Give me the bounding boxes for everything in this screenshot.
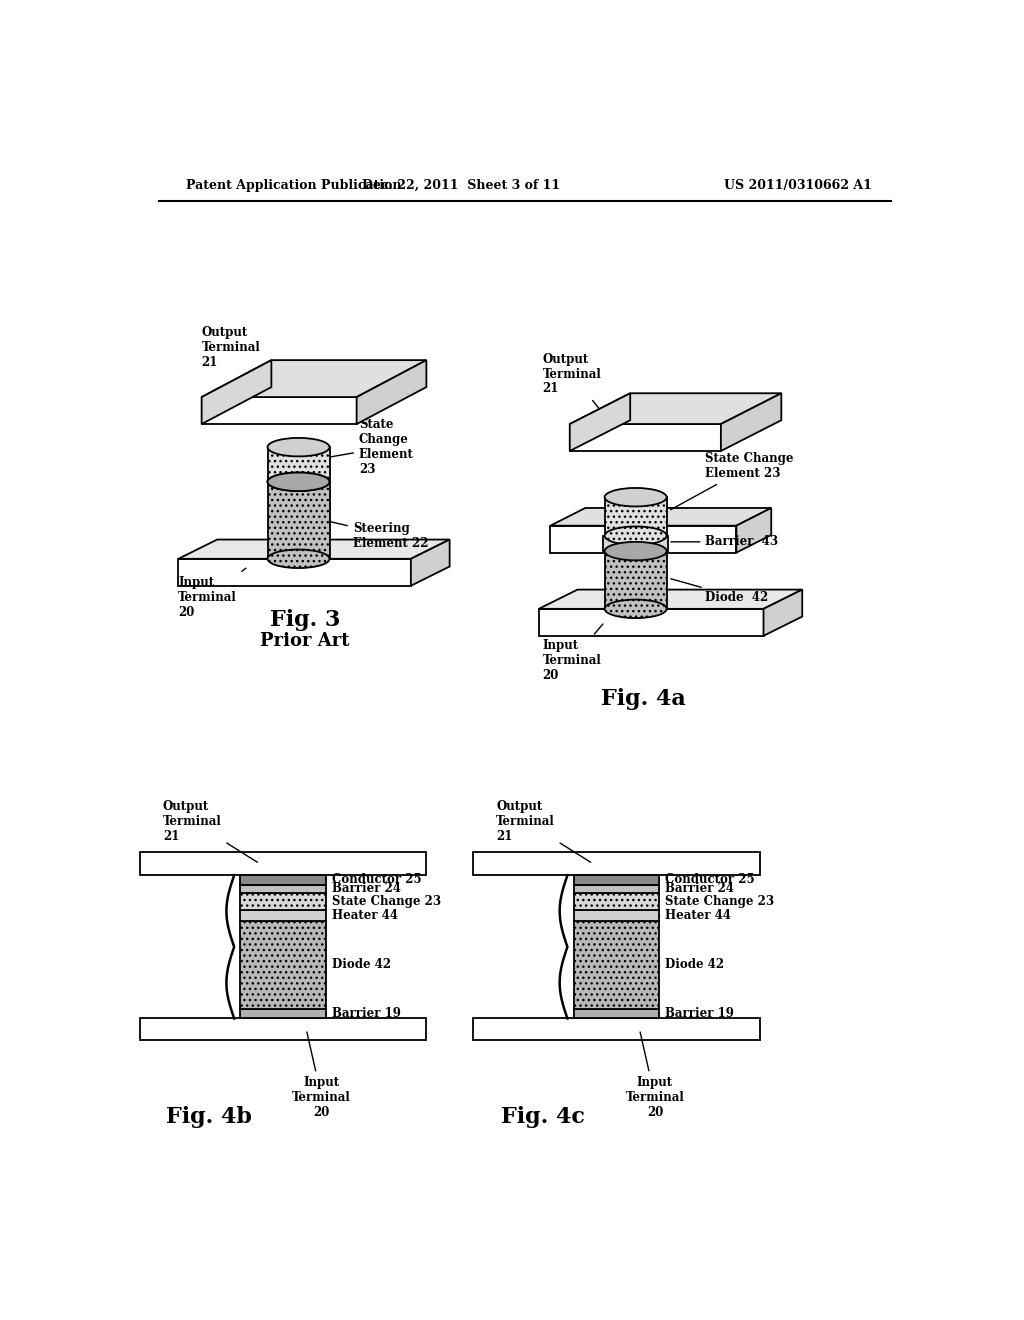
Text: Patent Application Publication: Patent Application Publication [186, 178, 401, 191]
Ellipse shape [267, 473, 330, 491]
Polygon shape [139, 1019, 426, 1040]
Polygon shape [569, 393, 630, 451]
Polygon shape [736, 508, 771, 553]
Text: Barrier  43: Barrier 43 [671, 536, 778, 548]
Text: Fig. 4b: Fig. 4b [167, 1106, 252, 1129]
Text: Output
Terminal
21: Output Terminal 21 [202, 326, 269, 405]
Text: Conductor 25: Conductor 25 [326, 874, 422, 887]
Polygon shape [573, 1010, 658, 1019]
Polygon shape [721, 393, 781, 451]
Text: US 2011/0310662 A1: US 2011/0310662 A1 [724, 178, 872, 191]
Polygon shape [539, 609, 764, 636]
Text: Fig. 4a: Fig. 4a [601, 688, 686, 710]
Polygon shape [539, 590, 802, 609]
Polygon shape [241, 884, 326, 892]
Polygon shape [202, 360, 271, 424]
Polygon shape [411, 540, 450, 586]
Polygon shape [603, 536, 669, 552]
Polygon shape [178, 540, 450, 558]
Text: Fig. 4c: Fig. 4c [501, 1106, 585, 1129]
Polygon shape [178, 558, 411, 586]
Polygon shape [139, 853, 426, 875]
Text: Heater 44: Heater 44 [658, 908, 731, 921]
Ellipse shape [604, 599, 667, 618]
Text: Prior Art: Prior Art [260, 632, 349, 651]
Polygon shape [764, 590, 802, 636]
Polygon shape [569, 393, 781, 424]
Polygon shape [473, 1019, 760, 1040]
Text: Output
Terminal
21: Output Terminal 21 [163, 800, 257, 862]
Polygon shape [241, 921, 326, 1010]
Text: Barrier 24: Barrier 24 [658, 882, 734, 895]
Text: Steering
Element 22: Steering Element 22 [321, 519, 428, 549]
Polygon shape [202, 360, 426, 397]
Polygon shape [573, 921, 658, 1010]
Polygon shape [573, 909, 658, 921]
Text: Input
Terminal
20: Input Terminal 20 [178, 568, 246, 619]
Ellipse shape [604, 488, 667, 507]
Polygon shape [569, 424, 721, 451]
Text: Barrier 19: Barrier 19 [658, 1007, 734, 1020]
Text: Conductor 25: Conductor 25 [658, 874, 755, 887]
Polygon shape [202, 397, 356, 424]
Polygon shape [241, 875, 326, 884]
Polygon shape [241, 1010, 326, 1019]
Polygon shape [241, 909, 326, 921]
Polygon shape [267, 447, 330, 482]
Text: Input
Terminal
20: Input Terminal 20 [293, 1032, 351, 1119]
Text: Barrier 19: Barrier 19 [326, 1007, 400, 1020]
Text: Input
Terminal
20: Input Terminal 20 [543, 624, 603, 682]
Polygon shape [356, 360, 426, 424]
Text: Output
Terminal
21: Output Terminal 21 [496, 800, 591, 862]
Polygon shape [604, 552, 667, 609]
Text: Barrier 24: Barrier 24 [326, 882, 400, 895]
Ellipse shape [267, 549, 330, 568]
Text: State
Change
Element
23: State Change Element 23 [323, 418, 414, 477]
Text: Diode 42: Diode 42 [658, 958, 724, 972]
Text: Heater 44: Heater 44 [326, 908, 398, 921]
Text: Input
Terminal
20: Input Terminal 20 [626, 1032, 684, 1119]
Polygon shape [573, 884, 658, 892]
Ellipse shape [267, 438, 330, 457]
Polygon shape [550, 508, 771, 525]
Text: State Change
Element 23: State Change Element 23 [671, 453, 794, 510]
Polygon shape [473, 853, 760, 875]
Polygon shape [267, 482, 330, 558]
Text: Diode  42: Diode 42 [671, 578, 769, 603]
Polygon shape [241, 892, 326, 909]
Text: Fig. 3: Fig. 3 [269, 610, 340, 631]
Polygon shape [550, 525, 736, 553]
Text: Dec. 22, 2011  Sheet 3 of 11: Dec. 22, 2011 Sheet 3 of 11 [362, 178, 560, 191]
Text: State Change 23: State Change 23 [326, 895, 441, 908]
Text: Output
Terminal
21: Output Terminal 21 [543, 352, 618, 433]
Polygon shape [573, 892, 658, 909]
Ellipse shape [604, 527, 667, 545]
Polygon shape [573, 875, 658, 884]
Ellipse shape [267, 473, 330, 491]
Text: Diode 42: Diode 42 [326, 958, 391, 972]
Text: State Change 23: State Change 23 [658, 895, 774, 908]
Polygon shape [604, 498, 667, 536]
Ellipse shape [604, 543, 667, 561]
